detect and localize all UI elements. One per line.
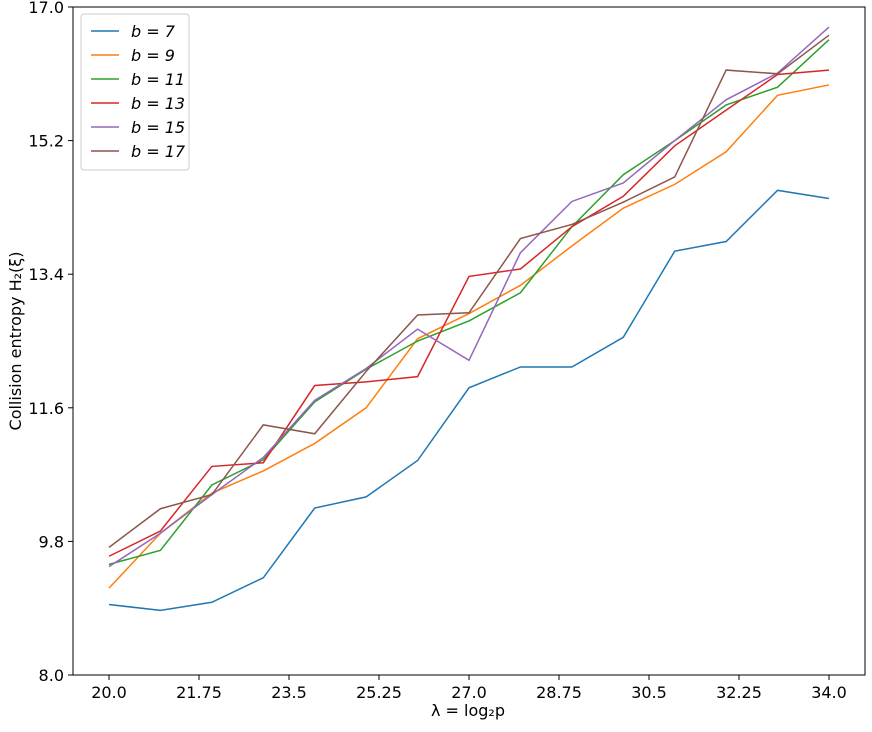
series-line <box>108 189 830 612</box>
x-tick-label: 28.75 <box>536 683 582 702</box>
series-line <box>108 39 830 566</box>
x-tick-label: 30.5 <box>631 683 667 702</box>
series-line <box>108 34 830 548</box>
y-tick-label: 8.0 <box>39 666 64 685</box>
legend-box <box>80 13 190 171</box>
y-tick-label: 11.6 <box>28 399 64 418</box>
series-line <box>108 84 830 589</box>
legend-label: b = 13 <box>131 94 185 113</box>
y-tick-label: 13.4 <box>28 265 64 284</box>
x-tick-label: 32.25 <box>716 683 762 702</box>
y-tick-label: 15.2 <box>28 132 64 151</box>
x-tick-label: 21.75 <box>176 683 222 702</box>
y-axis-label: Collision entropy H₂(ξ) <box>6 252 25 431</box>
x-tick-label: 20.0 <box>91 683 127 702</box>
series-line <box>108 69 830 557</box>
legend-label: b = 9 <box>131 46 175 65</box>
y-tick-label: 9.8 <box>39 532 64 551</box>
y-tick-label: 17.0 <box>28 0 64 17</box>
legend-label: b = 15 <box>131 118 185 137</box>
series-line <box>108 26 830 568</box>
x-axis-label: λ = log₂p <box>431 701 505 720</box>
legend: b = 7 b = 9 b = 11 b = 13 b = 15 b = 17 <box>80 13 190 171</box>
x-tick-label: 25.25 <box>356 683 402 702</box>
plot-frame <box>72 6 866 676</box>
legend-label: b = 17 <box>131 142 186 161</box>
x-tick-label: 27.0 <box>451 683 487 702</box>
legend-label: b = 7 <box>131 22 176 41</box>
x-tick-label: 34.0 <box>811 683 847 702</box>
legend-label: b = 11 <box>131 70 185 89</box>
x-tick-label: 23.5 <box>271 683 307 702</box>
